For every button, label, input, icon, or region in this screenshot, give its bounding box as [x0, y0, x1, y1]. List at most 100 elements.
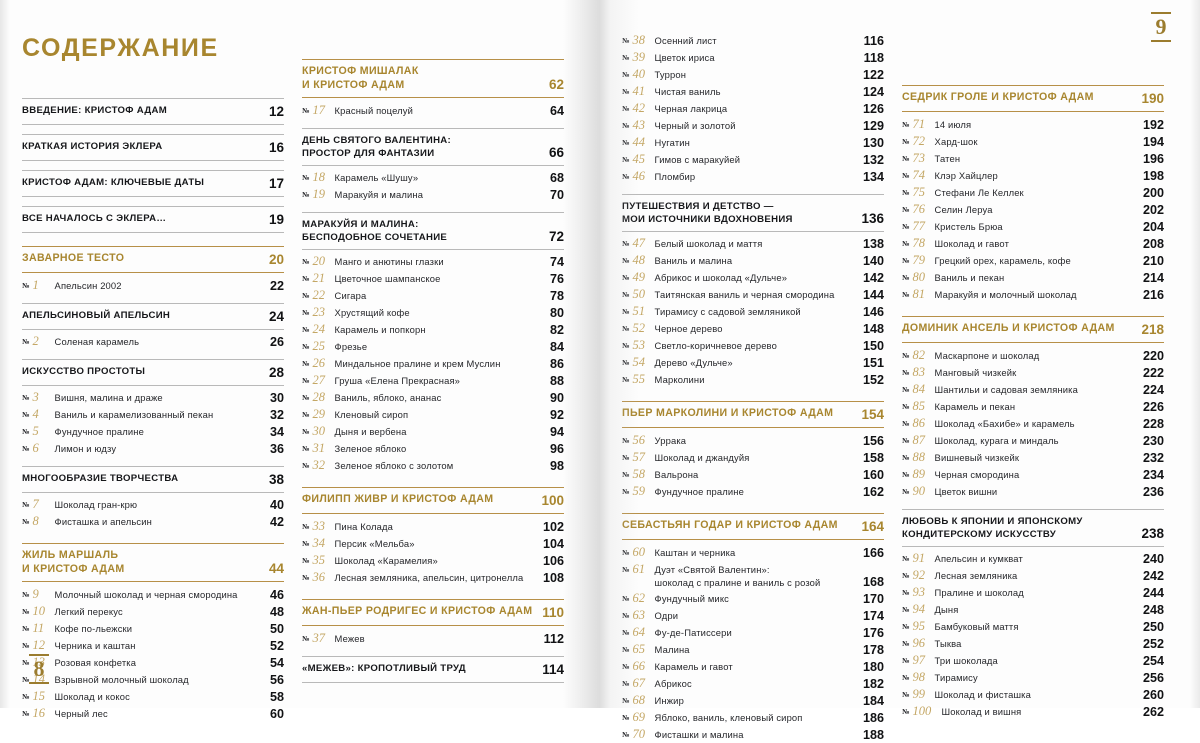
toc-entry[interactable]: № 13 Розовая конфетка 54 [22, 654, 284, 671]
toc-entry[interactable]: № 9 Молочный шоколад и черная смородина 46 [22, 586, 284, 603]
toc-section-heading[interactable]: КРАТКАЯ ИСТОРИЯ ЭКЛЕРА 16 [22, 134, 284, 161]
toc-entry[interactable]: № 80 Ваниль и пекан 214 [902, 269, 1164, 286]
toc-entry[interactable]: № 59 Фундучное пралине 162 [622, 483, 884, 500]
toc-section-heading[interactable]: ЛЮБОВЬ К ЯПОНИИ И ЯПОНСКОМУ КОНДИТЕРСКОМУ… [902, 509, 1164, 547]
toc-chapter-heading[interactable]: ДОМИНИК АНСЕЛЬ И КРИСТОФ АДАМ 218 [902, 316, 1164, 343]
toc-entry[interactable]: № 25 Фрезье 84 [302, 338, 564, 355]
toc-entry[interactable]: № 82 Маскарпоне и шоколад 220 [902, 347, 1164, 364]
toc-entry[interactable]: № 96 Тыква 252 [902, 635, 1164, 652]
toc-entry[interactable]: № 64 Фу-де-Патиссери 176 [622, 624, 884, 641]
toc-entry[interactable]: № 73 Татен 196 [902, 150, 1164, 167]
toc-entry[interactable]: № 19 Маракуйя и малина 70 [302, 186, 564, 203]
toc-entry[interactable]: № 97 Три шоколада 254 [902, 652, 1164, 669]
toc-entry[interactable]: № 77 Кристель Брюа 204 [902, 218, 1164, 235]
toc-section-heading[interactable]: ВСЕ НАЧАЛОСЬ С ЭКЛЕРА… 19 [22, 206, 284, 233]
toc-entry[interactable]: № 37 Межев 112 [302, 630, 564, 647]
toc-entry[interactable]: № 66 Карамель и гавот 180 [622, 658, 884, 675]
toc-chapter-heading[interactable]: ЖИЛЬ МАРШАЛЬ И КРИСТОФ АДАМ 44 [22, 543, 284, 582]
toc-entry[interactable]: № 70 Фисташки и малина 188 [622, 726, 884, 743]
toc-entry[interactable]: № 35 Шоколад «Карамелия» 106 [302, 552, 564, 569]
toc-chapter-heading[interactable]: СЕДРИК ГРОЛЕ И КРИСТОФ АДАМ 190 [902, 85, 1164, 112]
toc-chapter-heading[interactable]: ЗАВАРНОЕ ТЕСТО 20 [22, 246, 284, 273]
toc-entry[interactable]: № 55 Марколини 152 [622, 371, 884, 388]
toc-entry[interactable]: № 54 Дерево «Дульче» 151 [622, 354, 884, 371]
toc-entry[interactable]: № 89 Черная смородина 234 [902, 466, 1164, 483]
toc-section-heading[interactable]: АПЕЛЬСИНОВЫЙ АПЕЛЬСИН 24 [22, 303, 284, 330]
toc-entry[interactable]: № 50 Таитянская ваниль и черная смородина 1… [622, 286, 884, 303]
toc-entry[interactable]: № 10 Легкий перекус 48 [22, 603, 284, 620]
toc-entry[interactable]: № 17 Красный поцелуй 64 [302, 102, 564, 119]
toc-entry[interactable]: № 39 Цветок ириса 118 [622, 49, 884, 66]
toc-entry[interactable]: № 69 Яблоко, ваниль, кленовый сироп 186 [622, 709, 884, 726]
toc-entry[interactable]: № 74 Клэр Хайцлер 198 [902, 167, 1164, 184]
toc-chapter-heading[interactable]: КРИСТОФ МИШАЛАК И КРИСТОФ АДАМ 62 [302, 59, 564, 98]
toc-entry[interactable]: № 49 Абрикос и шоколад «Дульче» 142 [622, 269, 884, 286]
toc-entry[interactable]: № 40 Туррон 122 [622, 66, 884, 83]
toc-entry[interactable]: № 6 Лимон и юдзу 36 [22, 440, 284, 457]
toc-entry[interactable]: № 8 Фисташка и апельсин 42 [22, 513, 284, 530]
toc-entry[interactable]: № 38 Осенний лист 116 [622, 32, 884, 49]
toc-entry[interactable]: № 52 Черное дерево 148 [622, 320, 884, 337]
toc-entry[interactable]: № 2 Соленая карамель 26 [22, 333, 284, 350]
toc-entry[interactable]: № 62 Фундучный микс 170 [622, 590, 884, 607]
toc-entry[interactable]: № 48 Ваниль и малина 140 [622, 252, 884, 269]
toc-entry[interactable]: № 32 Зеленое яблоко с золотом 98 [302, 457, 564, 474]
toc-entry[interactable]: № 43 Черный и золотой 129 [622, 117, 884, 134]
toc-section-heading[interactable]: МАРАКУЙЯ И МАЛИНА: БЕСПОДОБНОЕ СОЧЕТАНИЕ 7… [302, 212, 564, 250]
toc-entry[interactable]: № 76 Селин Леруа 202 [902, 201, 1164, 218]
toc-entry[interactable]: № 34 Персик «Мельба» 104 [302, 535, 564, 552]
toc-entry[interactable]: № 90 Цветок вишни 236 [902, 483, 1164, 500]
toc-entry[interactable]: № 41 Чистая ваниль 124 [622, 83, 884, 100]
toc-entry[interactable]: № 84 Шантильи и садовая земляника 224 [902, 381, 1164, 398]
toc-entry[interactable]: № 11 Кофе по-льежски 50 [22, 620, 284, 637]
toc-entry[interactable]: № 98 Тирамису 256 [902, 669, 1164, 686]
toc-entry[interactable]: № 92 Лесная земляника 242 [902, 567, 1164, 584]
toc-entry[interactable]: № 81 Маракуйя и молочный шоколад 216 [902, 286, 1164, 303]
toc-entry[interactable]: № 79 Грецкий орех, карамель, кофе 210 [902, 252, 1164, 269]
toc-entry[interactable]: № 36 Лесная земляника, апельсин, цитронелл… [302, 569, 564, 586]
toc-entry[interactable]: № 51 Тирамису с садовой земляникой 146 [622, 303, 884, 320]
toc-entry[interactable]: № 7 Шоколад гран-крю 40 [22, 496, 284, 513]
toc-entry[interactable]: № 5 Фундучное пралине 34 [22, 423, 284, 440]
toc-entry[interactable]: № 83 Манговый чизкейк 222 [902, 364, 1164, 381]
toc-entry[interactable]: № 95 Бамбуковый маття 250 [902, 618, 1164, 635]
toc-entry[interactable]: № 14 Взрывной молочный шоколад 56 [22, 671, 284, 688]
toc-section-heading[interactable]: ИСКУССТВО ПРОСТОТЫ 28 [22, 359, 284, 386]
toc-entry[interactable]: № 85 Карамель и пекан 226 [902, 398, 1164, 415]
toc-entry[interactable]: № 57 Шоколад и джандуйя 158 [622, 449, 884, 466]
toc-entry[interactable]: № 71 14 июля 192 [902, 116, 1164, 133]
toc-entry[interactable]: № 24 Карамель и попкорн 82 [302, 321, 564, 338]
toc-entry[interactable]: № 53 Светло-коричневое дерево 150 [622, 337, 884, 354]
toc-entry[interactable]: № 75 Стефани Ле Келлек 200 [902, 184, 1164, 201]
toc-entry[interactable]: № 67 Абрикос 182 [622, 675, 884, 692]
toc-entry[interactable]: № 44 Нугатин 130 [622, 134, 884, 151]
toc-entry[interactable]: № 23 Хрустящий кофе 80 [302, 304, 564, 321]
toc-entry[interactable]: № 4 Ваниль и карамелизованный пекан 32 [22, 406, 284, 423]
toc-entry[interactable]: № 21 Цветочное шампанское 76 [302, 270, 564, 287]
toc-entry[interactable]: № 60 Каштан и черника 166 [622, 544, 884, 561]
toc-entry[interactable]: № 1 Апельсин 2002 22 [22, 277, 284, 294]
toc-section-heading[interactable]: МНОГООБРАЗИЕ ТВОРЧЕСТВА 38 [22, 466, 284, 493]
toc-section-heading[interactable]: ПУТЕШЕСТВИЯ И ДЕТСТВО — МОИ ИСТОЧНИКИ ВДО… [622, 194, 884, 232]
toc-entry[interactable]: № 30 Дыня и вербена 94 [302, 423, 564, 440]
toc-section-heading[interactable]: ВВЕДЕНИЕ: КРИСТОФ АДАМ 12 [22, 98, 284, 125]
toc-entry[interactable]: № 100 Шоколад и вишня 262 [902, 703, 1164, 720]
toc-entry[interactable]: № 46 Пломбир 134 [622, 168, 884, 185]
toc-entry[interactable]: № 78 Шоколад и гавот 208 [902, 235, 1164, 252]
toc-entry[interactable]: № 61 Дуэт «Святой Валентин»: шоколад с прал… [622, 561, 884, 590]
toc-section-heading[interactable]: «МЕЖЕВ»: КРОПОТЛИВЫЙ ТРУД 114 [302, 656, 564, 683]
toc-entry[interactable]: № 22 Сигара 78 [302, 287, 564, 304]
toc-entry[interactable]: № 26 Миндальное пралине и крем Муслин 86 [302, 355, 564, 372]
toc-entry[interactable]: № 33 Пина Колада 102 [302, 518, 564, 535]
toc-entry[interactable]: № 18 Карамель «Шушу» 68 [302, 169, 564, 186]
toc-chapter-heading[interactable]: СЕБАСТЬЯН ГОДАР И КРИСТОФ АДАМ 164 [622, 513, 884, 540]
toc-entry[interactable]: № 47 Белый шоколад и маття 138 [622, 235, 884, 252]
toc-entry[interactable]: № 20 Манго и анютины глазки 74 [302, 253, 564, 270]
toc-entry[interactable]: № 72 Хард-шок 194 [902, 133, 1164, 150]
toc-entry[interactable]: № 86 Шоколад «Бахибе» и карамель 228 [902, 415, 1164, 432]
toc-entry[interactable]: № 28 Ваниль, яблоко, ананас 90 [302, 389, 564, 406]
toc-chapter-heading[interactable]: ПЬЕР МАРКОЛИНИ И КРИСТОФ АДАМ 154 [622, 401, 884, 428]
toc-chapter-heading[interactable]: ЖАН-ПЬЕР РОДРИГЕС И КРИСТОФ АДАМ 110 [302, 599, 564, 626]
toc-entry[interactable]: № 87 Шоколад, курага и миндаль 230 [902, 432, 1164, 449]
toc-entry[interactable]: № 91 Апельсин и кумкват 240 [902, 550, 1164, 567]
